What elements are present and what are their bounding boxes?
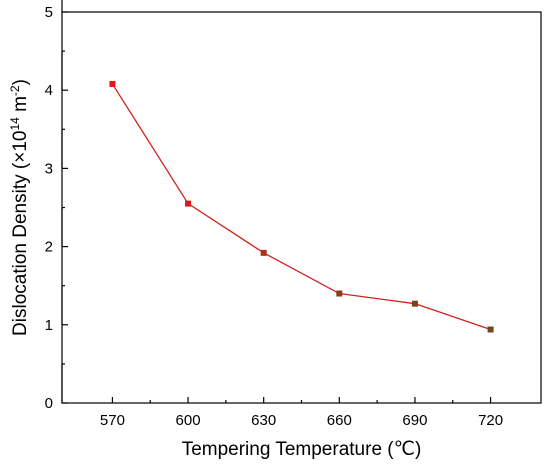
plot-frame	[61, 11, 542, 404]
x-axis-title: Tempering Temperature (℃)	[182, 439, 422, 460]
y-axis-ticks: 0 1 2 3 4 5	[45, 0, 68, 412]
y-axis-title-exponent: 14	[8, 117, 22, 131]
data-point	[260, 249, 267, 256]
y-axis-title: Dislocation Density (×1014 m-2)	[8, 79, 31, 336]
x-tick-label: 630	[251, 412, 276, 429]
y-axis-title-main: Dislocation Density (×10	[10, 131, 31, 336]
y-axis-title-unit: m	[10, 96, 31, 117]
series-line	[111, 83, 491, 331]
y-tick-label: 3	[45, 160, 53, 177]
y-tick-label: 5	[45, 4, 53, 21]
y-tick-label: 0	[45, 395, 53, 412]
x-tick-label: 660	[327, 412, 352, 429]
y-axis-title-close: )	[10, 79, 31, 85]
data-point	[487, 326, 494, 333]
y-tick-label: 2	[45, 239, 53, 256]
data-markers	[109, 80, 494, 333]
x-axis-ticks: 570 600 630 660 690 720	[100, 397, 503, 429]
data-point	[109, 80, 116, 87]
x-tick-label: 720	[478, 412, 503, 429]
data-point	[185, 200, 192, 207]
y-tick-label: 1	[45, 317, 53, 334]
y-tick-label: 4	[45, 82, 53, 99]
x-tick-label: 600	[176, 412, 201, 429]
x-tick-label: 690	[402, 412, 427, 429]
x-tick-label: 570	[100, 412, 125, 429]
y-axis-title-unit-exponent: -2	[8, 85, 22, 96]
data-point	[336, 290, 343, 297]
data-point	[411, 300, 418, 307]
